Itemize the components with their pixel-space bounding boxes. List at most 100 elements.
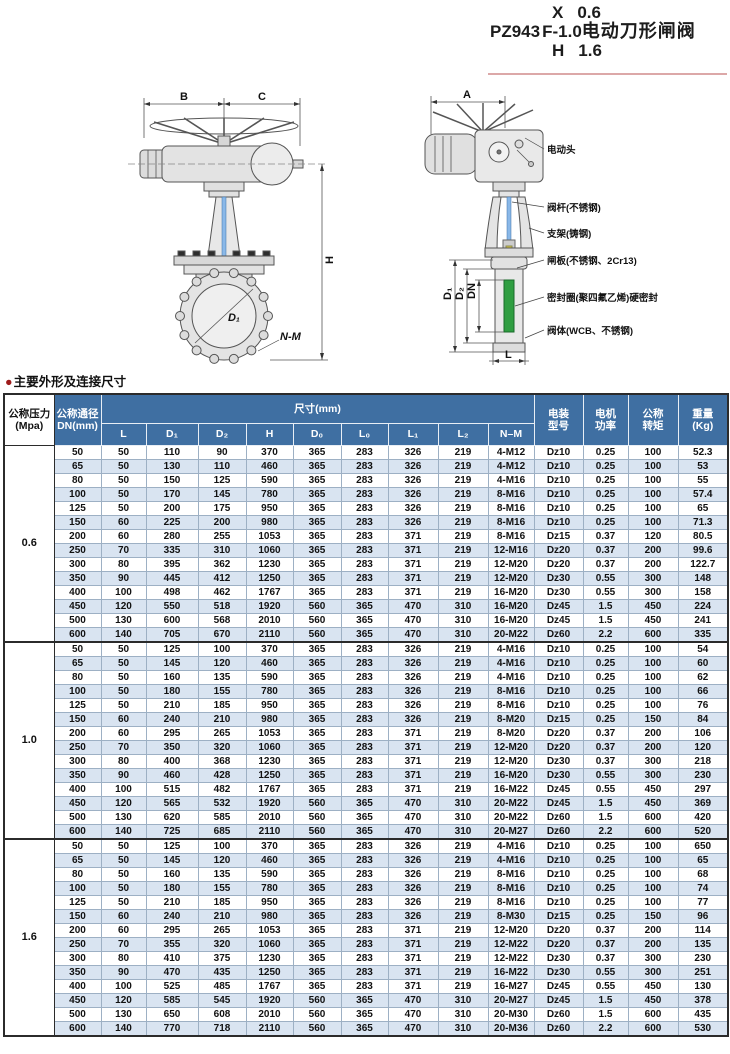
table-cell: Dz20 — [533, 725, 584, 741]
table-cell: 371 — [387, 922, 439, 938]
table-row: 1.0 50 50 125 100 370 365 283 326 219 4-M16 Dz10 0.2… — [3, 640, 729, 839]
table-row: 150 60 240 210 980 365 283 326 219 8-M30 Dz15 0.25 1… — [4, 908, 729, 924]
table-row: 300 80 400 368 1230 365 283 371 219 12-M20 Dz30 0.3… — [4, 753, 729, 769]
table-cell: 365 — [292, 669, 342, 685]
dim-dn-side-label: DN — [466, 283, 478, 299]
table-row: 450 120 550 518 1920 560 365 470 310 16-M20 Dz45 1.… — [4, 598, 729, 614]
table-cell: 410 — [145, 950, 199, 966]
table-cell: 620 — [145, 809, 199, 825]
header-torque: 公称 转矩 — [627, 393, 679, 446]
title-underline — [488, 73, 727, 75]
table-cell: 371 — [387, 978, 439, 994]
table-cell: 326 — [387, 894, 439, 910]
table-cell: 180 — [145, 683, 199, 699]
table-cell: 219 — [437, 486, 489, 502]
table-cell: 65 — [677, 500, 729, 516]
table-cell: 145 — [145, 655, 199, 671]
table-cell: 251 — [677, 964, 729, 980]
table-cell: 100 — [197, 837, 247, 854]
table-cell: 365 — [292, 781, 342, 797]
table-cell: 2110 — [245, 1020, 294, 1036]
table-cell: 283 — [340, 556, 389, 572]
table-cell: 100 — [627, 683, 679, 699]
table-cell: 310 — [437, 809, 489, 825]
table-cell: 0.37 — [582, 753, 629, 769]
table-cell: 310 — [437, 626, 489, 642]
table-cell: 0.25 — [582, 444, 629, 460]
table-cell: 295 — [145, 725, 199, 741]
dn-cell: 600 — [53, 1020, 102, 1036]
table-cell: 62 — [677, 669, 729, 685]
table-cell: 180 — [145, 880, 199, 896]
table-cell: 283 — [340, 711, 389, 727]
table-cell: 1053 — [245, 725, 294, 741]
table-cell: 200 — [197, 514, 247, 530]
table-cell: 65 — [677, 852, 729, 868]
table-cell: 365 — [340, 823, 389, 839]
table-cell: 265 — [197, 725, 247, 741]
table-cell: Dz15 — [533, 528, 584, 544]
table-cell: 55 — [677, 472, 729, 488]
table-cell: 780 — [245, 683, 294, 699]
header-dn: 公称通径 DN(mm) — [53, 393, 102, 446]
table-cell: 4-M16 — [487, 669, 535, 685]
table-cell: Dz10 — [533, 472, 584, 488]
table-cell: Dz15 — [533, 711, 584, 727]
dim-d2-side-label: D₂ — [454, 287, 466, 300]
table-cell: 4-M16 — [487, 472, 535, 488]
table-cell: 16-M27 — [487, 978, 535, 994]
table-cell: 300 — [627, 570, 679, 586]
model-title-block: X 0.6 PZ943 F-1.0电动刀形闸阀 H 1.6 — [490, 3, 728, 60]
dim-l-label: L — [505, 349, 512, 361]
table-cell: 365 — [292, 837, 342, 854]
table-cell: 365 — [292, 978, 342, 994]
table-cell: 365 — [292, 514, 342, 530]
dn-cell: 600 — [53, 626, 102, 642]
table-cell: 130 — [677, 978, 729, 994]
table-cell: Dz10 — [533, 458, 584, 474]
table-cell: 590 — [245, 472, 294, 488]
table-cell: Dz60 — [533, 1020, 584, 1036]
table-cell: 365 — [292, 528, 342, 544]
table-cell: 450 — [627, 781, 679, 797]
table-cell: 140 — [100, 1020, 147, 1036]
table-cell: 225 — [145, 514, 199, 530]
seal-green — [503, 279, 515, 333]
header-weight: 重量 (Kg) — [677, 393, 729, 446]
table-row: 80 50 160 135 590 365 283 326 219 4-M16 Dz10 0.25 10… — [4, 669, 729, 685]
table-cell: 470 — [145, 964, 199, 980]
table-cell: 283 — [340, 894, 389, 910]
table-cell: 80 — [100, 556, 147, 572]
table-cell: 200 — [627, 936, 679, 952]
table-cell: 371 — [387, 781, 439, 797]
table-cell: 326 — [387, 866, 439, 882]
dn-cell: 450 — [53, 598, 102, 614]
table-cell: 460 — [245, 458, 294, 474]
table-cell: 66 — [677, 683, 729, 699]
table-cell: 650 — [145, 1006, 199, 1022]
table-cell: 99.6 — [677, 542, 729, 558]
table-cell: 12-M20 — [487, 556, 535, 572]
table-cell: 283 — [340, 655, 389, 671]
dn-cell: 50 — [53, 444, 102, 460]
table-cell: 219 — [437, 753, 489, 769]
table-cell: 980 — [245, 711, 294, 727]
table-cell: 515 — [145, 781, 199, 797]
table-cell: Dz10 — [533, 880, 584, 896]
table-cell: 16-M22 — [487, 781, 535, 797]
side-view-drawing: A — [424, 89, 658, 365]
model-variant-top: X 0.6 — [552, 3, 601, 22]
table-cell: 2.2 — [582, 823, 629, 839]
table-row: 300 80 395 362 1230 365 283 371 219 12-M20 Dz20 0.3… — [4, 556, 729, 572]
header-col-l: L — [100, 422, 147, 446]
header-col-l0: L₀ — [340, 422, 389, 446]
table-cell: 283 — [340, 584, 389, 600]
table-cell: 1060 — [245, 739, 294, 755]
table-row: 350 90 445 412 1250 365 283 371 219 12-M20 Dz30 0.5… — [4, 570, 729, 586]
dn-cell: 200 — [53, 725, 102, 741]
table-cell: 135 — [197, 669, 247, 685]
table-cell: 371 — [387, 739, 439, 755]
table-cell: 100 — [627, 655, 679, 671]
dn-cell: 50 — [53, 640, 102, 657]
table-row: 500 130 650 608 2010 560 365 470 310 20-M30 Dz60 1.… — [4, 1006, 729, 1022]
